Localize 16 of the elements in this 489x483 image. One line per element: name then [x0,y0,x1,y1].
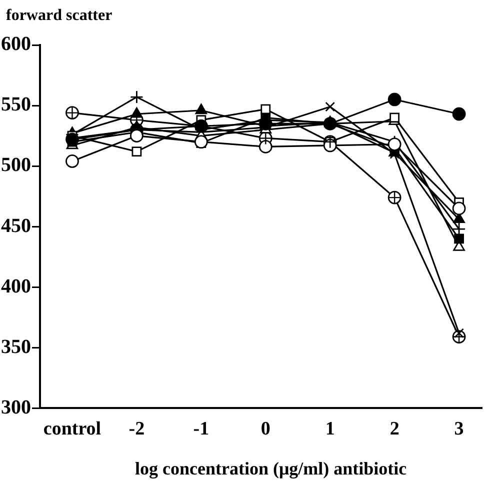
y-tick-label: 500 [1,154,31,176]
x-tick-label: -1 [193,418,210,440]
y-tick-label: 450 [1,214,31,237]
x-tick-label: 0 [260,418,270,440]
x-tick-label: -2 [128,418,145,440]
x-tick-label: control [43,418,102,440]
y-tick-label: 300 [1,396,31,418]
y-tick-label: 350 [1,336,31,358]
x-axis-title: log concentration (μg/ml) antibiotic [134,458,407,479]
y-tick-label: 400 [1,275,31,298]
y-axis-title: forward scatter [6,7,112,24]
x-tick-label: 2 [390,418,400,440]
x-tick-label: 1 [325,418,335,440]
x-tick-label: 3 [454,418,464,440]
y-tick-label: 550 [1,94,31,116]
y-tick-label: 600 [1,33,31,56]
